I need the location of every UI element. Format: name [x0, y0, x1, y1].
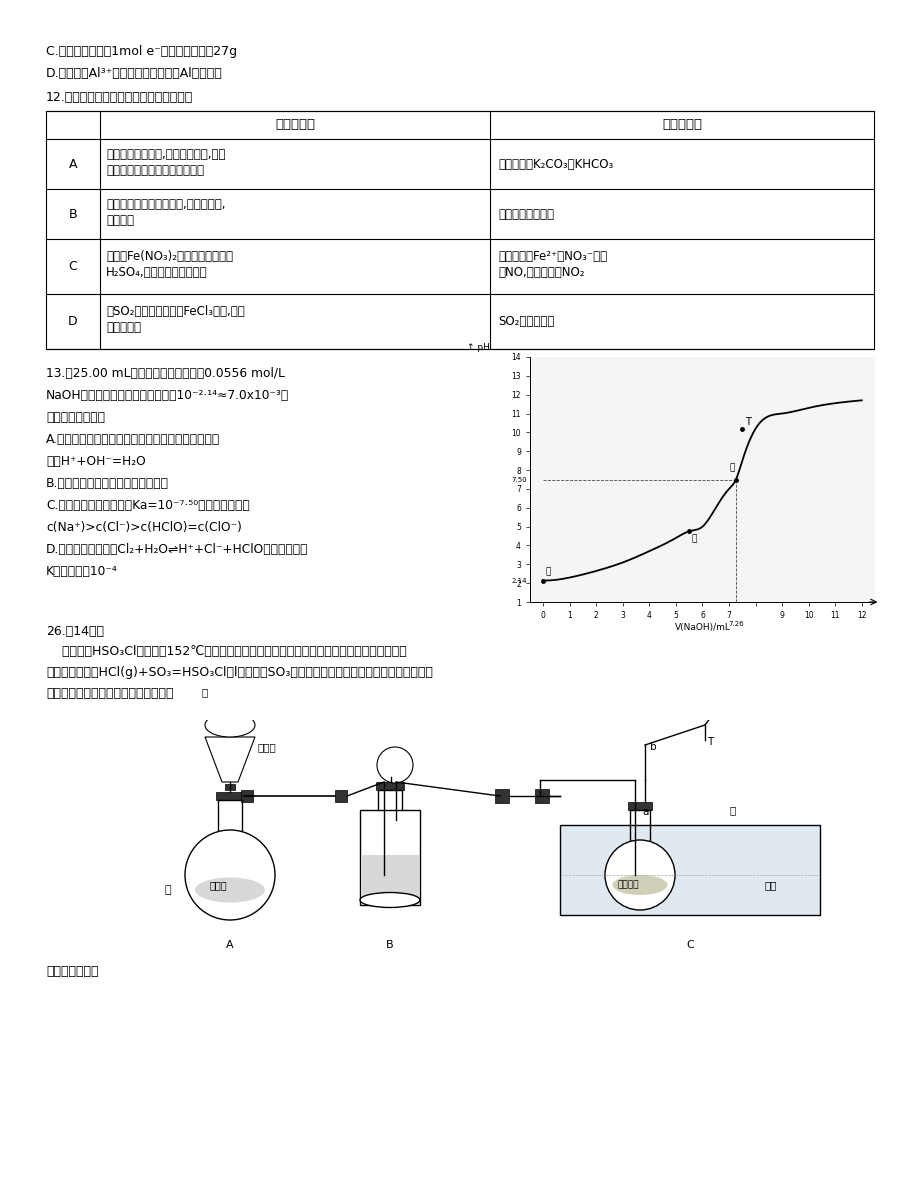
Bar — [494, 788, 508, 803]
Text: A.甲到乙点发生的主要非氧化还原反应的离子方程式: A.甲到乙点发生的主要非氧化还原反应的离子方程式 — [46, 434, 220, 445]
Text: 甲: 甲 — [545, 568, 550, 576]
Text: 丙: 丙 — [729, 805, 735, 815]
Text: 乙: 乙 — [165, 885, 172, 894]
Bar — [535, 788, 549, 803]
Text: B: B — [69, 208, 77, 222]
Ellipse shape — [195, 878, 265, 903]
Text: T: T — [706, 737, 712, 747]
Text: c(Na⁺)>c(Cl⁻)>c(HClO)=c(ClO⁻): c(Na⁺)>c(Cl⁻)>c(HClO)=c(ClO⁻) — [46, 520, 242, 534]
Text: D.充电时，Al³⁺通过右侧多孔石墨到Al电极放电: D.充电时，Al³⁺通过右侧多孔石墨到Al电极放电 — [46, 67, 222, 80]
Text: 取少量某钾盐固体,加入足量盐酸,产生: 取少量某钾盐固体,加入足量盐酸,产生 — [106, 148, 225, 161]
Bar — [241, 790, 253, 802]
Text: A: A — [69, 158, 77, 172]
Text: K的数量级为10⁻⁴: K的数量级为10⁻⁴ — [46, 565, 118, 578]
Text: 为：H⁺+OH⁻=H₂O: 为：H⁺+OH⁻=H₂O — [46, 455, 145, 468]
Text: C.已知次氯酸的电离常数Ka=10⁻⁷·⁵⁰，则丙点溶液中: C.已知次氯酸的电离常数Ka=10⁻⁷·⁵⁰，则丙点溶液中 — [46, 499, 249, 512]
Text: 脂肪发生颜色反应: 脂肪发生颜色反应 — [497, 208, 553, 222]
Text: 酸的基本原理为HCl(g)+SO₃=HSO₃Cl（l），其中SO₃由发烟硫酸提供。可用下列仪器装置进行制: 酸的基本原理为HCl(g)+SO₃=HSO₃Cl（l），其中SO₃由发烟硫酸提供… — [46, 666, 433, 679]
Text: D.氯水中存在平衡：Cl₂+H₂O⇌H⁺+Cl⁻+HClO，该平衡常数: D.氯水中存在平衡：Cl₂+H₂O⇌H⁺+Cl⁻+HClO，该平衡常数 — [46, 543, 308, 556]
Text: 13.向25.00 mL某浓度新制氯水中滴入0.0556 mol/L: 13.向25.00 mL某浓度新制氯水中滴入0.0556 mol/L — [46, 367, 285, 380]
Text: 氯磺酸（HSO₃Cl）沸点约152℃，易溶于硫酸，可迅速吸潮产生浓烈的白雾。常温下制取氯磺: 氯磺酸（HSO₃Cl）沸点约152℃，易溶于硫酸，可迅速吸潮产生浓烈的白雾。常温… — [46, 646, 406, 657]
Text: 水浴: 水浴 — [765, 880, 777, 890]
Text: C: C — [69, 260, 77, 273]
Text: 鸡皮变黄: 鸡皮变黄 — [106, 214, 134, 227]
Text: SO₂具有漂白性: SO₂具有漂白性 — [497, 314, 554, 328]
Polygon shape — [205, 737, 255, 782]
Text: 为NO,遇空气变为NO₂: 为NO,遇空气变为NO₂ — [497, 266, 584, 279]
Text: 将SO₂气体通入棕黄色FeCl₃溶液,溶液: 将SO₂气体通入棕黄色FeCl₃溶液,溶液 — [106, 305, 244, 318]
Text: 浓硫酸: 浓硫酸 — [210, 880, 227, 890]
Circle shape — [185, 830, 275, 919]
Text: 乙: 乙 — [691, 534, 697, 543]
Text: 酸性条件下Fe²⁺将NO₃⁻还原: 酸性条件下Fe²⁺将NO₃⁻还原 — [497, 250, 607, 263]
Text: a: a — [641, 807, 648, 817]
Text: H₂SO₄,管口出现红棕色气体: H₂SO₄,管口出现红棕色气体 — [106, 266, 208, 279]
Text: A: A — [226, 940, 233, 950]
X-axis label: V(NaOH)/mL: V(NaOH)/mL — [674, 623, 730, 631]
Text: 回答下列问题：: 回答下列问题： — [46, 965, 98, 978]
Text: 解释或结论: 解释或结论 — [662, 118, 701, 131]
Circle shape — [605, 840, 675, 910]
Ellipse shape — [359, 892, 420, 908]
Bar — [359, 810, 420, 905]
Text: 丙: 丙 — [728, 463, 733, 472]
Text: 发烟硫酸: 发烟硫酸 — [618, 880, 639, 888]
Text: 下列说法错误的是: 下列说法错误的是 — [46, 411, 105, 424]
Text: 2.14: 2.14 — [511, 578, 527, 584]
Text: T: T — [744, 417, 750, 426]
Bar — [360, 855, 418, 904]
Ellipse shape — [205, 713, 255, 737]
Text: 变为浅绿色: 变为浅绿色 — [106, 322, 141, 333]
Text: C.充电时，若转移1mol e⁻阴极电极将增重27g: C.充电时，若转移1mol e⁻阴极电极将增重27g — [46, 45, 237, 58]
Bar — [225, 784, 234, 790]
Y-axis label: ↑ pH: ↑ pH — [466, 343, 489, 353]
Text: C: C — [686, 940, 693, 950]
Text: 甲: 甲 — [202, 687, 208, 697]
Circle shape — [785, 596, 813, 624]
Text: 向盛有Fe(NO₃)₂溶液试管中滴入稀: 向盛有Fe(NO₃)₂溶液试管中滴入稀 — [106, 250, 233, 263]
Bar — [46, 111, 873, 349]
Text: NaOH溶液的滴定曲线如右图。已知10⁻²·¹⁴≈7.0x10⁻³。: NaOH溶液的滴定曲线如右图。已知10⁻²·¹⁴≈7.0x10⁻³。 — [46, 389, 289, 403]
Text: 备（图中夹持、固定仪器等已略去）。: 备（图中夹持、固定仪器等已略去）。 — [46, 687, 174, 700]
Text: 操作与现象: 操作与现象 — [275, 118, 314, 131]
Bar — [560, 825, 819, 915]
Text: 将几滴浓硝酸滴到鸡皮上,一段时间后,: 将几滴浓硝酸滴到鸡皮上,一段时间后, — [106, 198, 225, 211]
Ellipse shape — [612, 875, 667, 894]
Text: 7.50: 7.50 — [511, 476, 527, 482]
Bar — [376, 782, 403, 790]
Circle shape — [377, 747, 413, 782]
Bar — [335, 790, 346, 802]
Text: 钾盐一定是K₂CO₃或KHCO₃: 钾盐一定是K₂CO₃或KHCO₃ — [497, 158, 613, 172]
Text: 使澄清石灰水变浑浊的无色气体: 使澄清石灰水变浑浊的无色气体 — [106, 164, 204, 177]
Text: B: B — [386, 940, 393, 950]
Text: 26.（14分）: 26.（14分） — [46, 625, 104, 638]
Text: B.甲到乙过程中使用甲基橙作指示剂: B.甲到乙过程中使用甲基橙作指示剂 — [46, 478, 169, 490]
Text: 12.下列对相关实验的解释或结论正确的是: 12.下列对相关实验的解释或结论正确的是 — [46, 91, 193, 104]
Text: 浓盐酸: 浓盐酸 — [257, 742, 277, 752]
Text: D: D — [68, 314, 78, 328]
Bar — [628, 802, 652, 810]
Bar — [216, 792, 244, 800]
Text: 7.26: 7.26 — [727, 621, 743, 626]
Text: b: b — [650, 742, 656, 752]
